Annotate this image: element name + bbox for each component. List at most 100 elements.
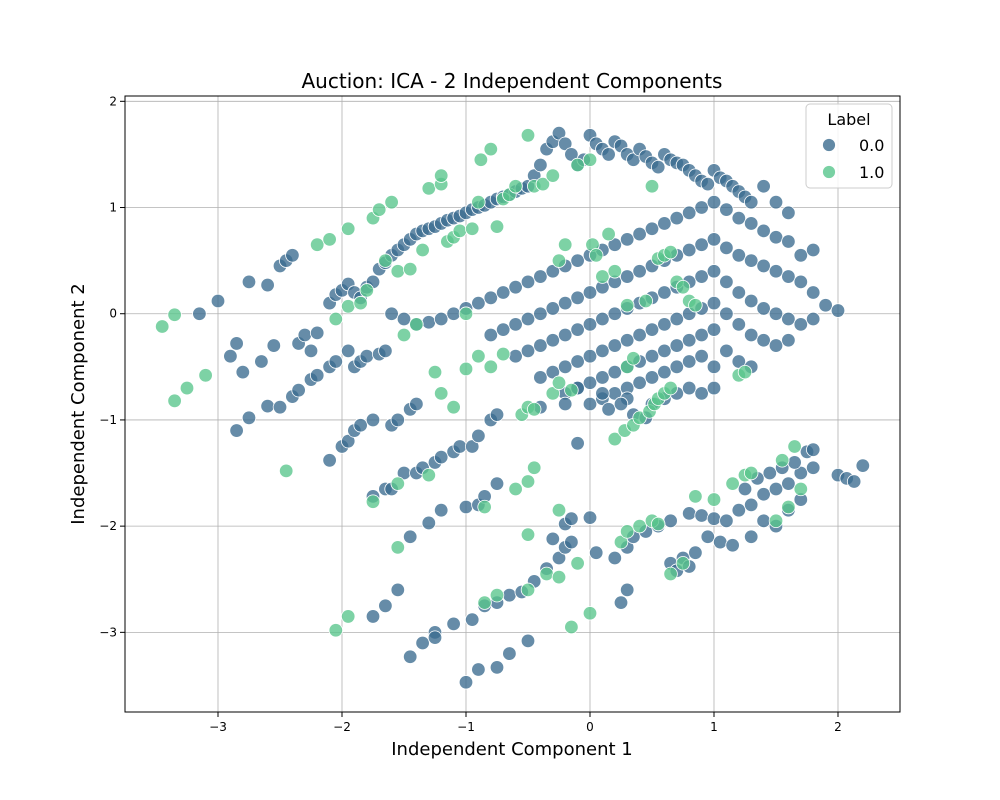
scatter-point-label-1 — [551, 503, 567, 518]
scatter-point-label-1 — [663, 380, 678, 396]
scatter-point-label-0 — [719, 274, 734, 290]
scatter-point-label-0 — [731, 248, 747, 263]
scatter-point-label-1 — [477, 595, 492, 610]
scatter-point-label-1 — [496, 346, 511, 362]
scatter-point-label-1 — [564, 619, 579, 635]
scatter-point-label-1 — [706, 492, 722, 507]
scatter-point-label-1 — [638, 293, 654, 309]
y-tick-label: −3 — [99, 625, 117, 639]
scatter-point-label-1 — [620, 524, 635, 539]
scatter-point-label-0 — [465, 439, 480, 454]
scatter-point-label-0 — [328, 354, 344, 369]
scatter-point-label-0 — [744, 195, 759, 210]
scatter-point-label-0 — [694, 508, 709, 523]
scatter-point-label-0 — [644, 370, 660, 385]
scatter-point-label-0 — [452, 439, 468, 454]
scatter-point-label-1 — [328, 623, 344, 638]
scatter-point-label-0 — [601, 147, 616, 162]
scatter-point-label-0 — [533, 338, 548, 353]
scatter-point-label-0 — [688, 545, 703, 560]
scatter-point-label-1 — [545, 386, 561, 401]
scatter-point-label-0 — [396, 311, 412, 327]
scatter-point-label-1 — [508, 179, 523, 194]
scatter-point-label-0 — [719, 240, 734, 256]
legend-label-1: 1.0 — [859, 163, 884, 182]
scatter-point-label-0 — [558, 136, 573, 151]
x-tick-label: −2 — [333, 720, 351, 734]
scatter-point-label-1 — [458, 306, 474, 321]
scatter-point-label-0 — [781, 333, 796, 348]
scatter-point-label-1 — [675, 279, 691, 295]
scatter-point-label-0 — [632, 226, 647, 242]
scatter-point-label-0 — [508, 349, 523, 364]
scatter-point-label-1 — [520, 527, 536, 542]
scatter-point-label-1 — [198, 368, 213, 383]
scatter-point-label-1 — [471, 195, 486, 210]
y-tick-label: 2 — [109, 94, 117, 108]
scatter-point-label-1 — [341, 609, 356, 624]
scatter-point-label-1 — [167, 307, 182, 322]
scatter-point-label-0 — [669, 210, 685, 226]
scatter-point-label-1 — [520, 128, 536, 143]
scatter-point-label-1 — [520, 582, 536, 598]
scatter-point-label-1 — [527, 460, 542, 475]
scatter-point-label-0 — [669, 311, 685, 327]
scatter-point-label-0 — [390, 582, 406, 598]
scatter-point-label-0 — [793, 465, 809, 481]
scatter-point-label-1 — [154, 319, 170, 334]
x-tick-label: 1 — [710, 720, 718, 734]
scatter-point-label-1 — [328, 311, 344, 327]
scatter-point-label-0 — [520, 274, 536, 290]
scatter-point-label-0 — [483, 327, 499, 343]
scatter-point-label-0 — [787, 455, 802, 470]
scatter-point-label-0 — [756, 513, 771, 529]
scatter-point-label-0 — [582, 317, 598, 332]
scatter-point-label-0 — [706, 295, 722, 311]
legend: Label 0.0 1.0 — [805, 103, 893, 189]
scatter-point-label-0 — [570, 354, 585, 369]
scatter-point-label-0 — [706, 232, 722, 247]
scatter-point-label-0 — [359, 349, 375, 364]
scatter-point-label-0 — [564, 147, 579, 162]
scatter-point-label-0 — [682, 506, 697, 521]
scatter-point-label-1 — [179, 380, 195, 396]
scatter-point-label-0 — [545, 531, 561, 547]
scatter-point-label-0 — [551, 125, 567, 141]
scatter-point-label-0 — [762, 465, 778, 481]
scatter-point-label-0 — [694, 349, 709, 364]
scatter-point-label-0 — [582, 396, 598, 412]
scatter-point-label-0 — [365, 609, 381, 624]
scatter-point-label-0 — [558, 359, 573, 375]
scatter-point-label-0 — [582, 349, 598, 364]
scatter-point-label-1 — [477, 499, 492, 515]
scatter-point-label-0 — [694, 269, 709, 284]
scatter-point-label-0 — [731, 503, 747, 518]
scatter-point-label-0 — [620, 269, 635, 284]
scatter-point-label-0 — [471, 428, 486, 444]
scatter-point-label-1 — [570, 157, 585, 173]
scatter-point-label-0 — [496, 285, 511, 300]
scatter-point-label-0 — [806, 285, 821, 300]
scatter-point-label-0 — [595, 386, 610, 401]
scatter-point-label-0 — [632, 327, 647, 343]
scatter-point-label-1 — [421, 181, 437, 196]
scatter-point-label-0 — [669, 338, 685, 353]
scatter-point-label-0 — [607, 306, 623, 321]
scatter-point-label-0 — [471, 295, 486, 311]
scatter-point-label-0 — [533, 269, 548, 284]
scatter-point-label-0 — [192, 306, 207, 321]
scatter-point-label-1 — [744, 465, 759, 481]
scatter-point-label-0 — [589, 545, 604, 560]
x-axis-label: Independent Component 1 — [391, 739, 633, 760]
scatter-point-label-0 — [620, 333, 635, 348]
scatter-point-label-0 — [310, 368, 325, 383]
scatter-point-label-0 — [595, 311, 610, 327]
scatter-point-label-0 — [818, 298, 833, 313]
scatter-point-label-1 — [473, 152, 489, 167]
scatter-point-label-0 — [768, 481, 784, 497]
scatter-point-label-1 — [620, 298, 635, 313]
scatter-point-label-0 — [756, 333, 771, 348]
scatter-point-label-0 — [303, 343, 319, 359]
scatter-point-label-0 — [744, 216, 759, 231]
scatter-point-label-1 — [384, 195, 399, 210]
